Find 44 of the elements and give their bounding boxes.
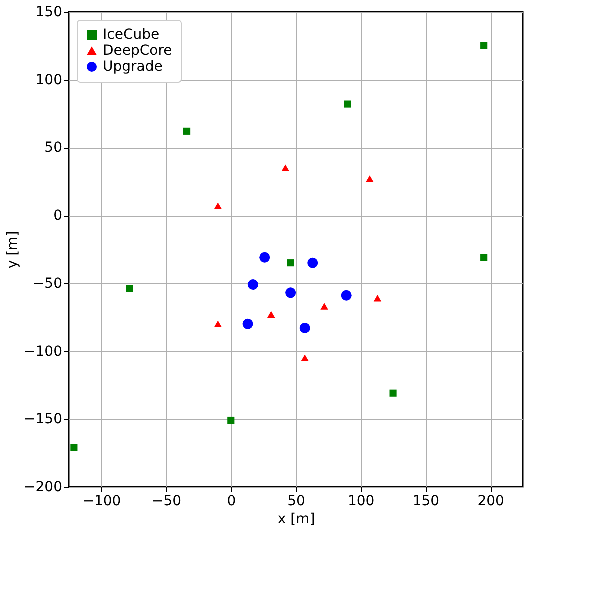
y-tick-label: −50: [32, 276, 62, 292]
point: [260, 252, 270, 263]
x-tick-label: 100: [348, 494, 375, 510]
point: [287, 260, 294, 267]
legend-label: IceCube: [103, 27, 160, 43]
point: [70, 444, 78, 452]
point: [214, 320, 222, 328]
point: [480, 42, 488, 50]
y-tick-label: 0: [54, 208, 62, 224]
point: [341, 290, 352, 301]
point: [214, 202, 222, 210]
point: [374, 295, 382, 302]
y-tick-label: 100: [36, 72, 62, 88]
legend-label: DeepCore: [103, 43, 172, 59]
y-tick-label: 150: [36, 4, 62, 20]
x-tick-label: −100: [82, 494, 122, 510]
point: [248, 280, 258, 290]
x-tick-label: 150: [412, 494, 440, 510]
x-axis-title: x [m]: [278, 512, 316, 528]
point: [228, 416, 235, 424]
point: [267, 311, 276, 318]
legend-label: Upgrade: [103, 59, 163, 75]
y-tick-label: −150: [24, 412, 62, 428]
point: [320, 303, 328, 310]
point: [282, 164, 290, 172]
point: [301, 354, 309, 362]
point: [390, 390, 397, 397]
x-tick-label: 50: [288, 494, 306, 510]
point: [366, 176, 374, 182]
point: [184, 128, 191, 135]
x-tick-label: 0: [227, 494, 236, 510]
point: [242, 318, 254, 330]
y-axis-title: y [m]: [5, 231, 22, 269]
point: [126, 285, 134, 292]
y-tick-label: 50: [44, 140, 62, 156]
point: [300, 322, 310, 334]
y-tick-label: −200: [24, 480, 62, 496]
point: [480, 254, 488, 262]
y-tick-label: −100: [24, 344, 62, 360]
point: [286, 288, 296, 298]
point: [344, 100, 352, 108]
x-tick-label: 200: [478, 494, 504, 510]
point: [308, 258, 318, 268]
x-tick-label: −50: [152, 494, 182, 510]
